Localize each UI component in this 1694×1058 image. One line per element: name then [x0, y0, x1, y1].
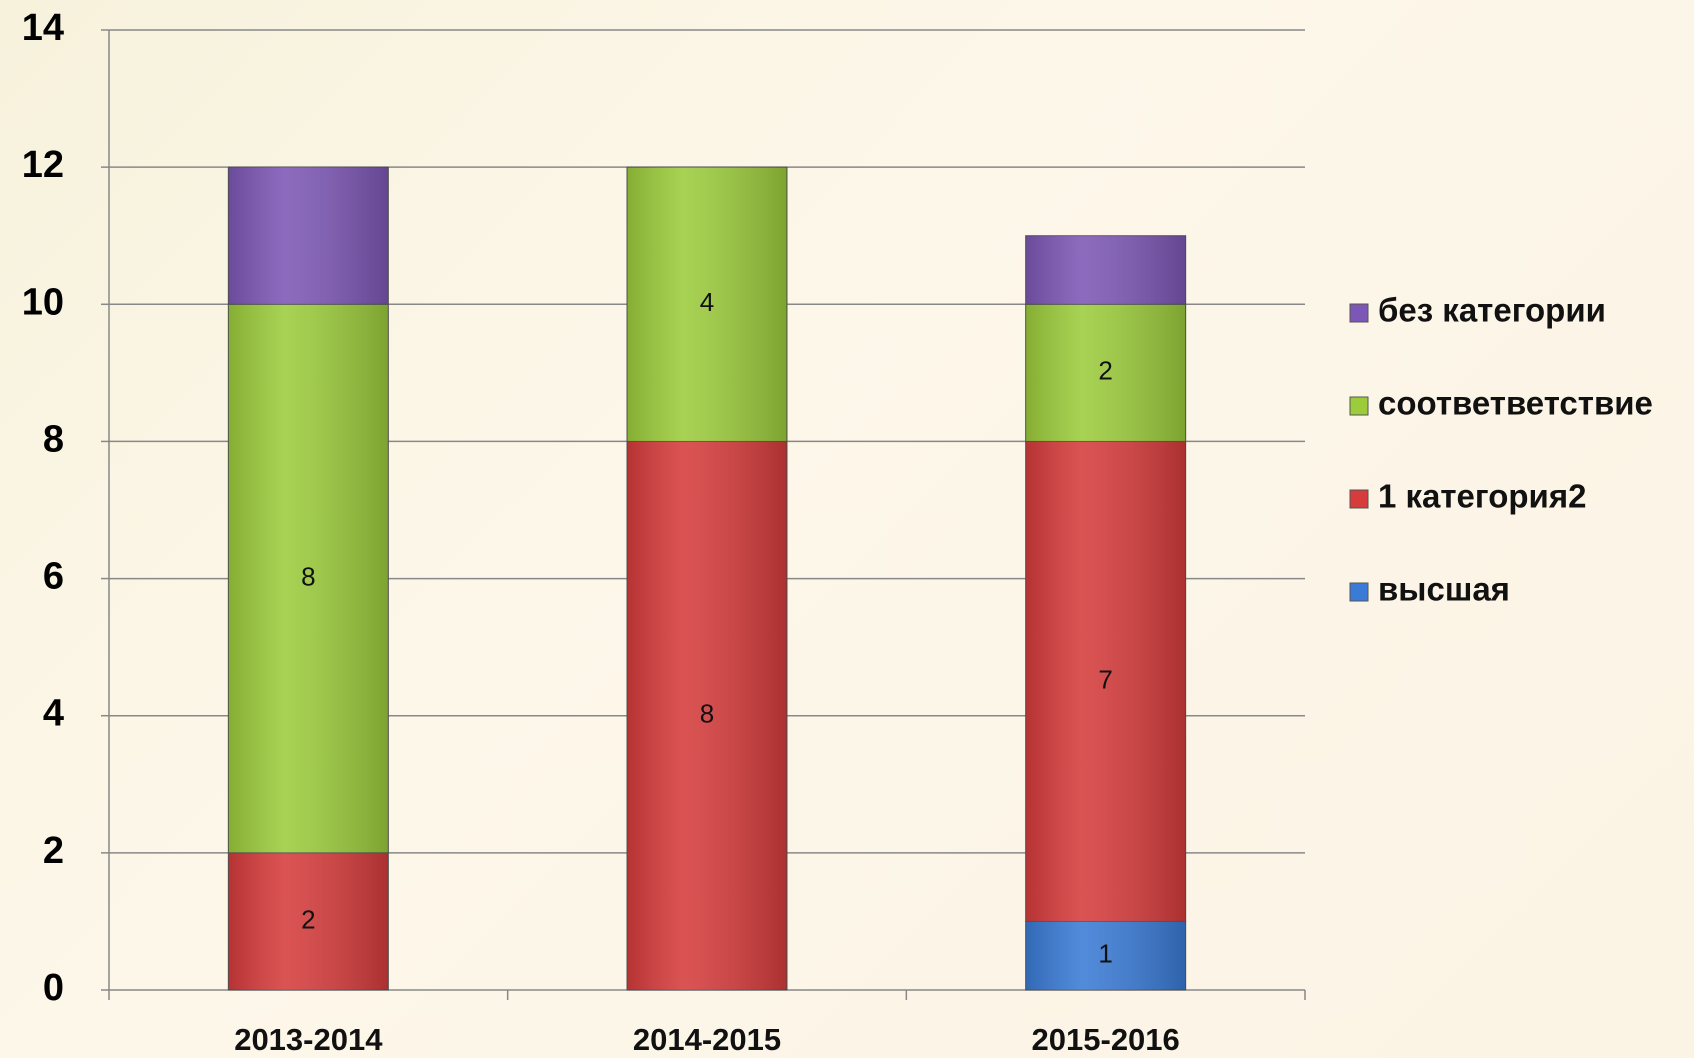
y-tick-label: 14: [22, 7, 64, 49]
legend-swatch: [1350, 583, 1368, 601]
x-tick-label: 2015-2016: [1032, 1022, 1180, 1057]
bar-shade: [228, 167, 388, 304]
chart: 024681012142013-2014282014-2015842015-20…: [0, 0, 1694, 1058]
value-label: 7: [1098, 664, 1112, 694]
value-label: 2: [301, 904, 315, 934]
page: {"chart_data": {"type": "stacked_bar", "…: [0, 0, 1694, 1058]
y-tick-label: 8: [43, 418, 64, 460]
legend-swatch: [1350, 304, 1368, 322]
y-tick-label: 12: [22, 144, 64, 186]
y-tick-label: 0: [43, 967, 64, 1009]
legend-label: без категории: [1378, 292, 1606, 329]
value-label: 4: [700, 287, 714, 317]
bar-shade: [1026, 236, 1186, 305]
y-tick-label: 2: [43, 830, 64, 872]
value-label: 8: [301, 561, 315, 591]
legend-label: 1 категория2: [1378, 478, 1586, 515]
value-label: 1: [1098, 939, 1112, 969]
y-tick-label: 10: [22, 281, 64, 323]
y-tick-label: 6: [43, 556, 64, 598]
value-label: 8: [700, 699, 714, 729]
x-tick-label: 2014-2015: [633, 1022, 781, 1057]
legend-swatch: [1350, 490, 1368, 508]
value-label: 2: [1098, 356, 1112, 386]
legend-label: высшая: [1378, 571, 1510, 608]
y-tick-label: 4: [43, 693, 64, 735]
x-tick-label: 2013-2014: [234, 1022, 383, 1057]
legend-label: соответветствие: [1378, 385, 1653, 422]
legend-swatch: [1350, 397, 1368, 415]
